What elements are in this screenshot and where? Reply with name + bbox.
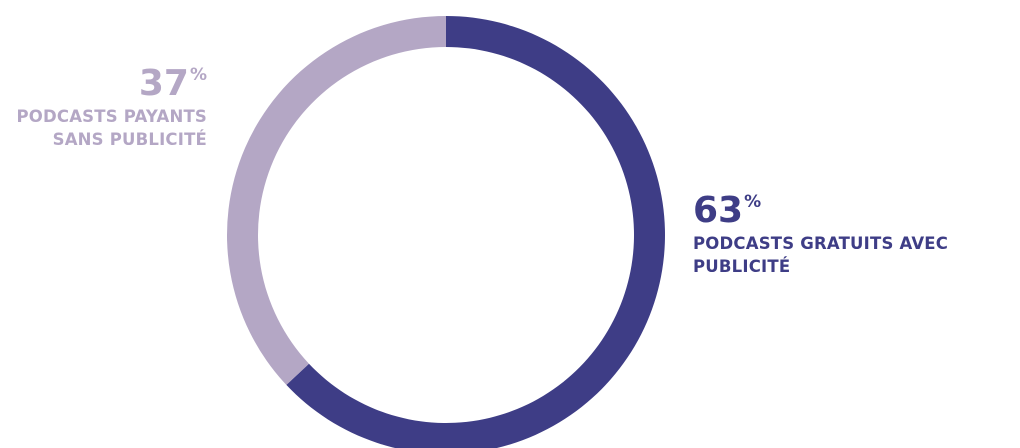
slice-percent-sign-free: % (744, 192, 762, 212)
donut-slices (226, 16, 665, 448)
donut-slice-free (286, 16, 665, 448)
slice-label-free: 63 % PODCASTS GRATUITS AVEC PUBLICITÉ (693, 193, 1013, 278)
slice-percent-sign-paid: % (189, 65, 207, 85)
slice-percent-free: 63 % (693, 193, 1013, 229)
donut-slice-paid (226, 16, 446, 385)
slice-caption-text-free: PODCASTS GRATUITS AVEC PUBLICITÉ (693, 234, 949, 276)
slice-label-paid: 37 % PODCASTS PAYANTS SANS PUBLICITÉ (7, 66, 207, 151)
slice-percent-value-paid: 37 (138, 63, 189, 104)
slice-caption-free: PODCASTS GRATUITS AVEC PUBLICITÉ (693, 232, 993, 278)
slice-percent-paid: 37 % (7, 66, 207, 102)
slice-caption-text-paid: PODCASTS PAYANTS SANS PUBLICITÉ (16, 107, 207, 149)
slice-caption-paid: PODCASTS PAYANTS SANS PUBLICITÉ (7, 105, 207, 151)
slice-percent-value-free: 63 (693, 190, 744, 231)
